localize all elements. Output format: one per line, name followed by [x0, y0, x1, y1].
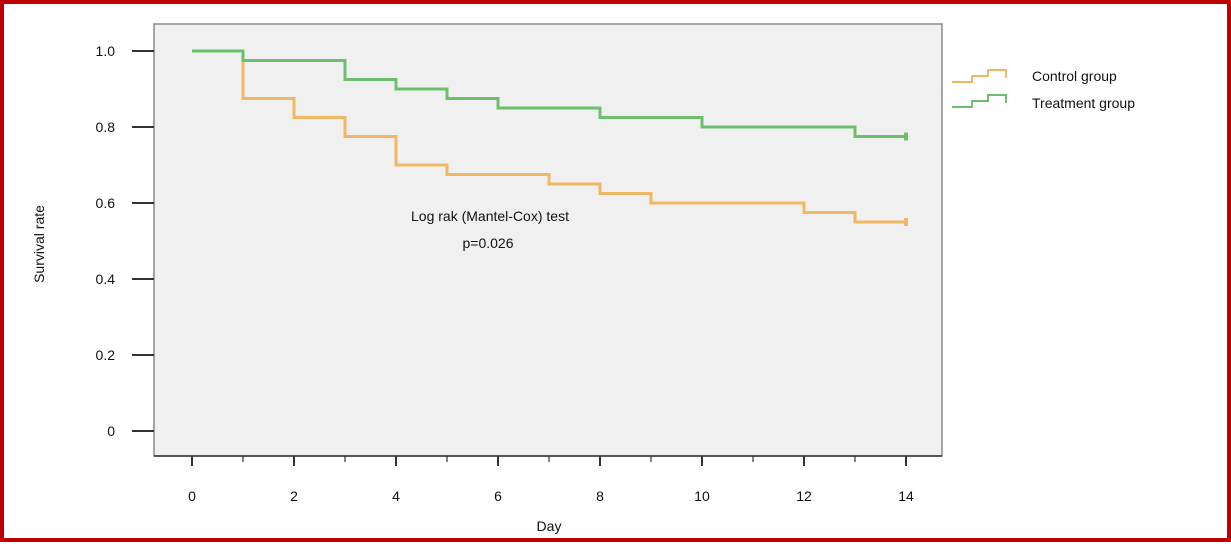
legend-swatch-treatment [952, 94, 1007, 108]
y-axis: 0 0.2 0.4 0.6 0.8 1.0 [96, 43, 154, 439]
plot-area [153, 23, 943, 457]
annotation-pvalue: p=0.026 [463, 235, 514, 251]
legend-item-treatment: Treatment group [952, 94, 1135, 111]
y-tick-label: 1.0 [96, 43, 116, 59]
x-tick-label: 2 [290, 488, 298, 504]
x-axis: 0 2 4 6 8 10 12 14 [154, 455, 942, 504]
legend-item-control: Control group [952, 68, 1117, 84]
x-tick-label: 6 [494, 488, 502, 504]
y-tick-label: 0.4 [96, 271, 116, 287]
x-tick-label: 8 [596, 488, 604, 504]
x-tick-label: 0 [188, 488, 196, 504]
x-tick-label: 10 [694, 488, 710, 504]
x-tick-label: 14 [898, 488, 914, 504]
survival-chart: 0 0.2 0.4 0.6 0.8 1.0 0 2 4 6 8 10 12 14 Survival ra… [31, 23, 1135, 534]
x-axis-title: Day [537, 518, 562, 534]
y-tick-label: 0.8 [96, 119, 116, 135]
y-tick-label: 0 [107, 423, 115, 439]
legend: Control group Treatment group [952, 68, 1135, 111]
y-tick-label: 0.6 [96, 195, 116, 211]
x-tick-label: 4 [392, 488, 400, 504]
annotation-test: Log rak (Mantel-Cox) test [411, 208, 569, 224]
y-tick-label: 0.2 [96, 347, 116, 363]
x-tick-label: 12 [796, 488, 812, 504]
censor-mark-control [904, 218, 908, 226]
legend-label-treatment: Treatment group [1032, 95, 1135, 111]
legend-label-control: Control group [1032, 68, 1117, 84]
series-line-control [192, 49, 906, 224]
legend-swatch-control [952, 69, 1007, 83]
y-axis-title: Survival rate [31, 205, 47, 283]
series-line-treatment [192, 49, 906, 138]
censor-mark-treatment [904, 132, 908, 141]
series-layer [192, 49, 908, 226]
